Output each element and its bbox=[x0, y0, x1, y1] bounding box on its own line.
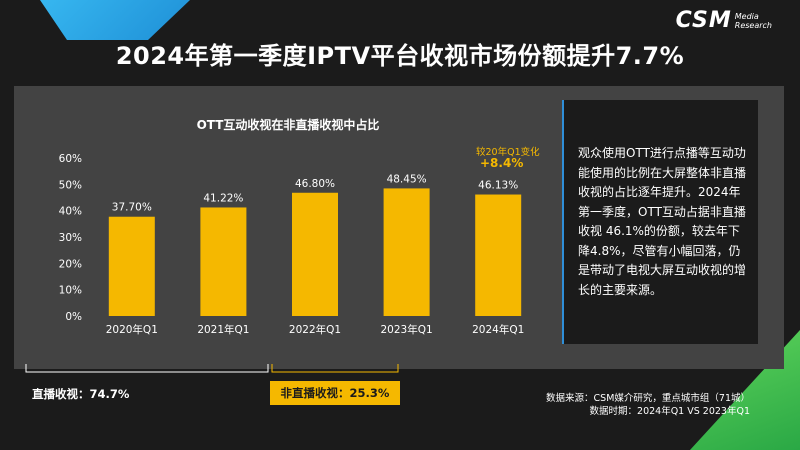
x-tick-label: 2023年Q1 bbox=[381, 323, 433, 336]
y-tick-label: 50% bbox=[59, 179, 82, 191]
y-tick-label: 20% bbox=[59, 258, 82, 270]
logo-sub-line1: Media bbox=[734, 12, 759, 21]
decorative-blue-shape bbox=[40, 0, 190, 40]
bar-value-label: 46.13% bbox=[478, 180, 518, 192]
chart-title: OTT互动收视在非直播收视中占比 bbox=[196, 118, 380, 132]
page-title: 2024年第一季度IPTV平台收视市场份额提升7.7% bbox=[115, 42, 685, 70]
bar bbox=[200, 207, 247, 316]
bar-value-label: 41.22% bbox=[203, 192, 243, 204]
note-text: 观众使用OTT进行点播等互动功能使用的比例在大屏整体非直播收视的占比逐年提升。2… bbox=[578, 146, 747, 297]
x-tick-label: 2022年Q1 bbox=[289, 323, 341, 336]
bar-chart: 0% 10% 20% 30% 40% 50% 60% 37.70% 2020年Q1 41.22% 2… bbox=[59, 153, 525, 336]
x-tick-label: 2021年Q1 bbox=[197, 323, 249, 336]
logo-main-text: CSM bbox=[675, 8, 732, 33]
y-tick-label: 60% bbox=[59, 153, 82, 165]
bar-value-label: 46.80% bbox=[295, 178, 335, 190]
source-line-1: 数据来源：CSM媒介研究，重点城市组（71城） bbox=[546, 393, 750, 404]
bar-value-label: 37.70% bbox=[112, 202, 152, 214]
bar bbox=[292, 192, 338, 316]
bar-value-label: 48.45% bbox=[387, 173, 427, 185]
y-tick-label: 10% bbox=[59, 285, 82, 297]
live-viewing-label: 直播收视：74.7% bbox=[32, 387, 130, 401]
source-line-2: 数据时期：2024年Q1 VS 2023年Q1 bbox=[589, 406, 750, 417]
data-source: 数据来源：CSM媒介研究，重点城市组（71城） 数据时期：2024年Q1 VS … bbox=[546, 392, 750, 418]
y-tick-label: 30% bbox=[59, 232, 82, 244]
x-tick-label: 2024年Q1 bbox=[472, 323, 524, 336]
change-annotation-value: +8.4% bbox=[480, 156, 524, 170]
x-tick-label: 2020年Q1 bbox=[106, 323, 158, 336]
chart-panel: OTT互动收视在非直播收视中占比 0% 10% 20% 30% 40% 50% 60% 37.… bbox=[14, 86, 784, 369]
logo-sub-text: Media Research bbox=[735, 12, 772, 30]
note-box: 观众使用OTT进行点播等互动功能使用的比例在大屏整体非直播收视的占比逐年提升。2… bbox=[562, 100, 758, 344]
change-annotation-label: 较20年Q1变化 bbox=[476, 147, 540, 158]
y-tick-label: 40% bbox=[59, 206, 82, 218]
nonlive-viewing-label: 非直播收视：25.3% bbox=[270, 381, 400, 405]
logo-sub-line2: Research bbox=[734, 21, 772, 30]
y-tick-label: 0% bbox=[65, 311, 82, 323]
bar bbox=[383, 188, 430, 316]
csm-logo: CSM Media Research bbox=[676, 8, 772, 33]
bar bbox=[108, 216, 155, 316]
share-bracket bbox=[25, 364, 399, 373]
bar bbox=[475, 194, 522, 316]
